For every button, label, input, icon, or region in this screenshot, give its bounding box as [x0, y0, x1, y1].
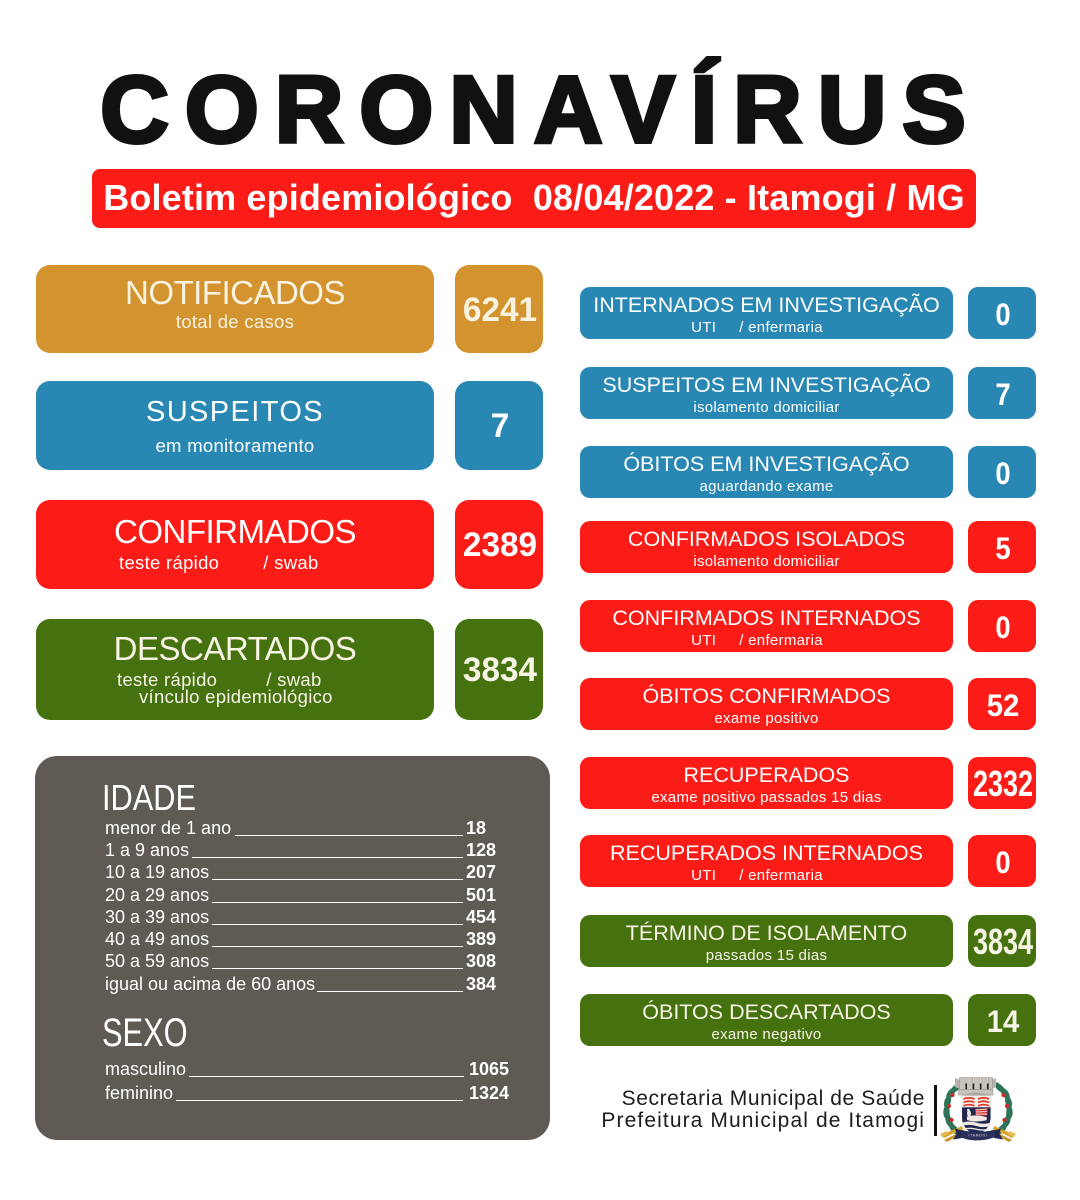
svg-text:ITAMOGI: ITAMOGI	[969, 1134, 988, 1138]
